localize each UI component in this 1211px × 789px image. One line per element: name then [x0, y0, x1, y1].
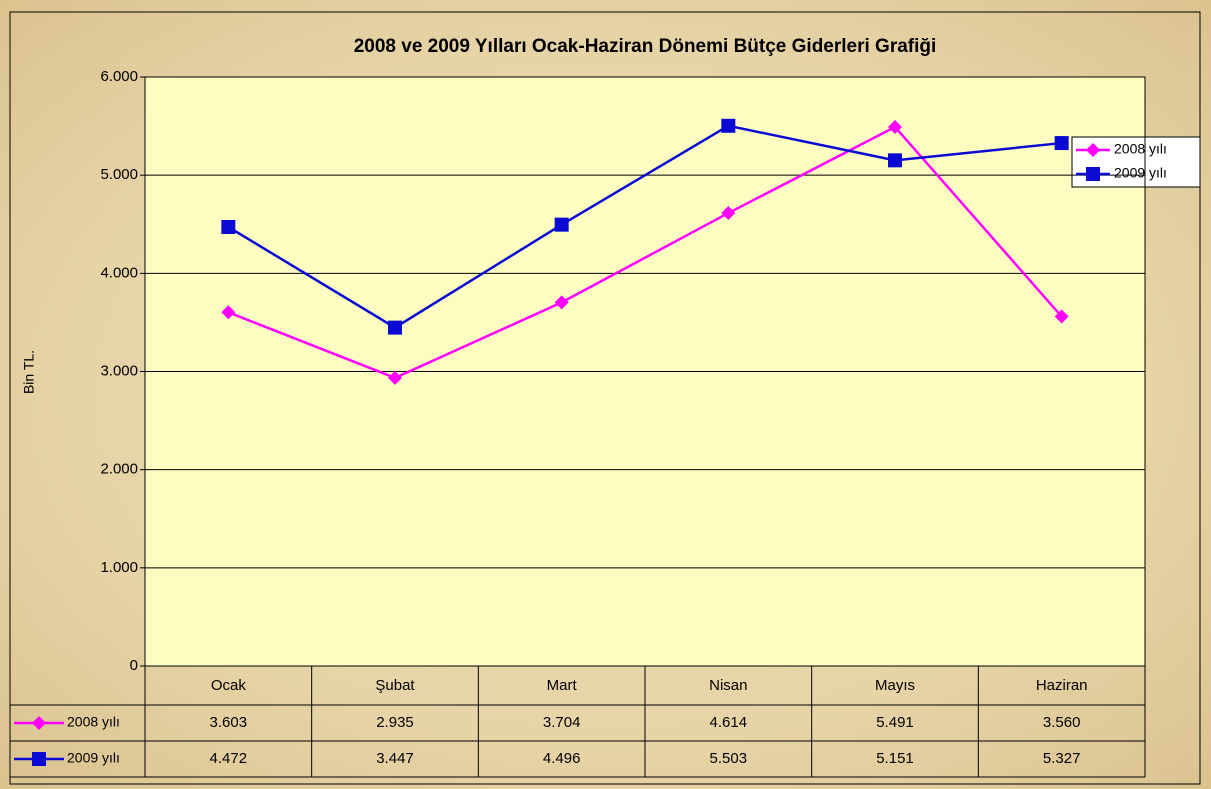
data-point — [721, 118, 736, 133]
data-point — [554, 295, 569, 310]
y-tick-label: 1.000 — [100, 559, 138, 576]
y-tick-label: 0 — [130, 657, 138, 674]
category-label: Nisan — [709, 677, 747, 694]
table-value: 4.472 — [210, 750, 248, 767]
chart-title: 2008 ve 2009 Yılları Ocak-Haziran Dönemi… — [354, 36, 937, 57]
legend-label: 2008 yılı — [1114, 141, 1167, 157]
y-tick-label: 2.000 — [100, 461, 138, 478]
data-point — [221, 305, 236, 320]
series-line — [227, 124, 1062, 330]
legend-swatch — [1086, 167, 1100, 181]
data-point — [1054, 136, 1069, 151]
y-tick-label: 3.000 — [100, 362, 138, 379]
table-value: 2.935 — [376, 714, 414, 731]
table-value: 5.491 — [876, 714, 914, 731]
table-swatch — [32, 716, 46, 730]
data-point — [888, 153, 902, 168]
chart-frame — [9, 11, 1201, 785]
category-label: Mart — [547, 677, 578, 694]
table-value: 5.503 — [710, 750, 748, 767]
data-point — [888, 119, 902, 134]
y-tick-label: 6.000 — [100, 68, 138, 85]
data-point — [721, 206, 736, 221]
y-tick-label: 5.000 — [100, 166, 138, 183]
table-value: 3.603 — [210, 714, 248, 731]
table-row-label: 2008 yılı — [67, 714, 120, 730]
category-label: Mayıs — [875, 677, 915, 694]
table-value: 3.560 — [1043, 714, 1081, 731]
category-label: Şubat — [375, 677, 415, 694]
legend-label: 2009 yılı — [1114, 165, 1167, 181]
table-swatch — [32, 752, 46, 766]
table-value: 3.447 — [376, 750, 414, 767]
data-point — [221, 219, 236, 234]
table-value: 4.614 — [710, 714, 748, 731]
y-tick-label: 4.000 — [100, 264, 138, 281]
data-point — [388, 320, 402, 335]
y-axis-label: Bin TL. — [21, 350, 37, 394]
category-label: Haziran — [1036, 677, 1088, 694]
table-value: 5.151 — [876, 750, 914, 767]
table-value: 4.496 — [543, 750, 581, 767]
legend-swatch — [1086, 143, 1100, 157]
data-point — [1054, 309, 1069, 324]
data-point — [388, 370, 402, 385]
data-point — [554, 217, 569, 232]
table-row-label: 2009 yılı — [67, 750, 120, 766]
table-value: 5.327 — [1043, 750, 1081, 767]
table-value: 3.704 — [543, 714, 581, 731]
category-label: Ocak — [211, 677, 247, 694]
